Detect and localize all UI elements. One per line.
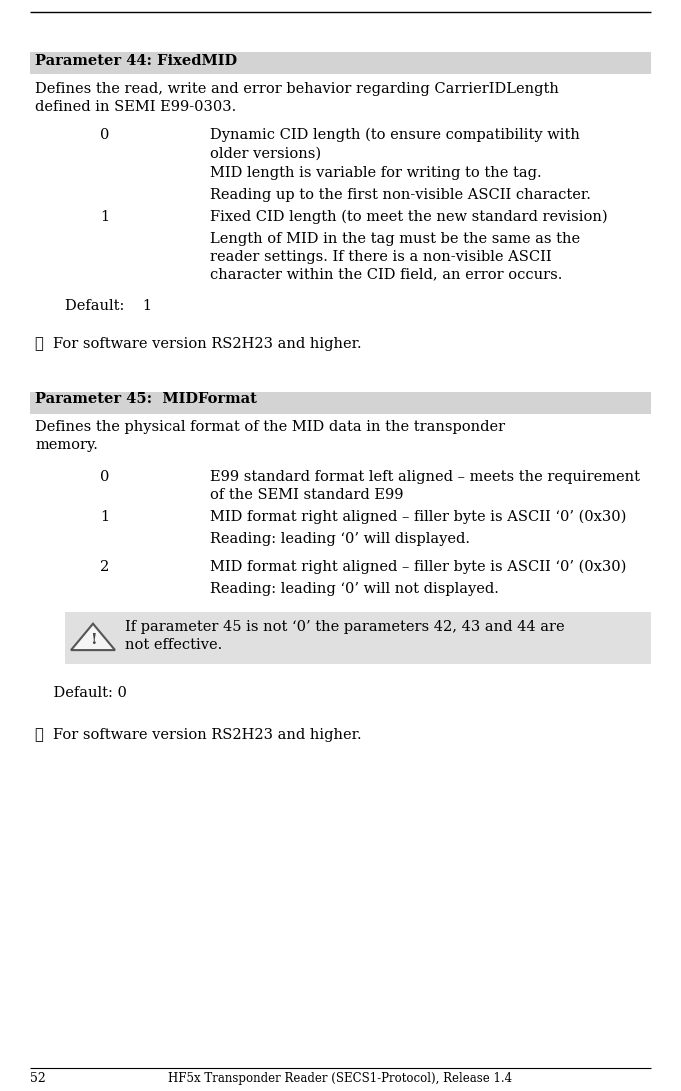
Text: MID format right aligned – filler byte is ASCII ‘0’ (0x30): MID format right aligned – filler byte i… (210, 509, 627, 525)
Text: !: ! (90, 633, 96, 647)
FancyBboxPatch shape (30, 392, 651, 413)
FancyBboxPatch shape (65, 612, 651, 664)
Text: If parameter 45 is not ‘0’ the parameters 42, 43 and 44 are
not effective.: If parameter 45 is not ‘0’ the parameter… (125, 620, 565, 651)
Text: 0: 0 (100, 128, 110, 142)
Text: 2: 2 (100, 560, 110, 574)
Polygon shape (71, 624, 115, 650)
Text: Reading: leading ‘0’ will not displayed.: Reading: leading ‘0’ will not displayed. (210, 582, 499, 596)
Text: Fixed CID length (to meet the new standard revision): Fixed CID length (to meet the new standa… (210, 209, 607, 225)
Text: HF5x Transponder Reader (SECS1-Protocol), Release 1.4: HF5x Transponder Reader (SECS1-Protocol)… (168, 1072, 513, 1086)
Text: Reading: leading ‘0’ will displayed.: Reading: leading ‘0’ will displayed. (210, 532, 470, 546)
Text: Reading up to the first non-visible ASCII character.: Reading up to the first non-visible ASCI… (210, 188, 591, 202)
Text: Parameter 44: FixedMID: Parameter 44: FixedMID (35, 53, 237, 68)
Text: Length of MID in the tag must be the same as the
reader settings. If there is a : Length of MID in the tag must be the sam… (210, 232, 580, 281)
Text: 0: 0 (100, 470, 110, 484)
Text: 1: 1 (100, 209, 110, 224)
Text: E99 standard format left aligned – meets the requirement
of the SEMI standard E9: E99 standard format left aligned – meets… (210, 470, 640, 502)
Text: Defines the physical format of the MID data in the transponder
memory.: Defines the physical format of the MID d… (35, 420, 505, 452)
FancyBboxPatch shape (30, 52, 651, 74)
Text: MID length is variable for writing to the tag.: MID length is variable for writing to th… (210, 166, 541, 180)
Text: Defines the read, write and error behavior regarding CarrierIDLength
defined in : Defines the read, write and error behavi… (35, 82, 559, 113)
Text: Default: 0: Default: 0 (35, 686, 127, 700)
Text: Parameter 45:  MIDFormat: Parameter 45: MIDFormat (35, 392, 257, 406)
Text: MID format right aligned – filler byte is ASCII ‘0’ (0x30): MID format right aligned – filler byte i… (210, 560, 627, 574)
Text: ☞  For software version RS2H23 and higher.: ☞ For software version RS2H23 and higher… (35, 337, 362, 351)
Text: 52: 52 (30, 1072, 46, 1086)
Text: ☞  For software version RS2H23 and higher.: ☞ For software version RS2H23 and higher… (35, 728, 362, 742)
Text: Dynamic CID length (to ensure compatibility with
older versions): Dynamic CID length (to ensure compatibil… (210, 128, 580, 160)
Text: 1: 1 (100, 509, 110, 524)
Text: Default:    1: Default: 1 (65, 299, 152, 313)
